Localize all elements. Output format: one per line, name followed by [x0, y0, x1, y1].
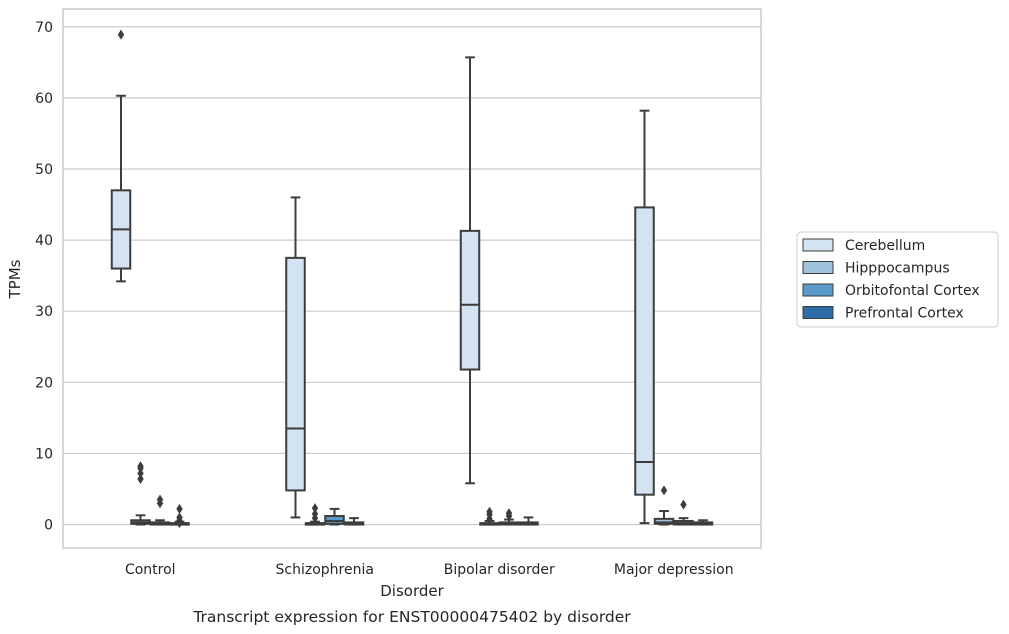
y-axis-ticks: 0 10 20 30 40 50 60 70 [35, 20, 53, 534]
y-tick-label: 20 [35, 375, 53, 391]
box [324, 515, 345, 525]
outlier-point [137, 474, 144, 485]
y-tick-label: 0 [44, 518, 53, 534]
legend-label: Prefrontal Cortex [845, 306, 964, 322]
y-tick-label: 50 [35, 162, 53, 178]
box-group [498, 508, 520, 526]
box-group [110, 29, 132, 283]
legend-swatch [802, 238, 834, 252]
outlier-point [311, 508, 319, 519]
y-tick-label: 40 [35, 233, 53, 249]
x-tick-label: Bipolar disorder [444, 562, 555, 578]
box-plot-area [110, 29, 714, 529]
legend-swatch [802, 306, 834, 319]
legend-label: Orbitofontal Cortex [845, 283, 980, 299]
outlier-point [117, 29, 125, 40]
box-group [149, 494, 171, 526]
box [459, 229, 481, 371]
box-group [673, 499, 694, 526]
legend-label: Hipppocampus [845, 261, 950, 277]
box-group [343, 517, 365, 526]
legend: Cerebellum Hipppocampus Orbitofontal Corte… [796, 231, 999, 328]
y-tick-label: 30 [35, 304, 53, 320]
outlier-point [156, 494, 164, 505]
box-group [324, 507, 345, 526]
box-group [304, 503, 326, 526]
outlier-point [176, 503, 183, 514]
box-group [518, 516, 539, 526]
box-group [634, 109, 655, 525]
box-group [130, 461, 151, 526]
box [634, 206, 655, 496]
legend-swatch [802, 261, 834, 274]
outlier-point [137, 461, 144, 472]
outlier-point [660, 485, 668, 496]
legend-swatch [802, 283, 834, 297]
outlier-point [176, 512, 183, 523]
x-axis-label: Disorder [380, 582, 444, 600]
outlier-point [486, 506, 493, 517]
x-tick-label: Schizophrenia [276, 562, 374, 578]
y-tick-label: 10 [35, 446, 53, 462]
box [285, 256, 306, 492]
x-axis-ticks: Control Schizophrenia Bipolar disorder Majo… [125, 562, 734, 578]
grid-lines [63, 26, 761, 526]
chart-caption: Transcript expression for ENST0000047540… [192, 608, 631, 626]
legend-frame [796, 231, 999, 328]
box-group [169, 503, 190, 529]
y-tick-label: 60 [35, 91, 53, 107]
y-axis-label: TPMs [6, 259, 24, 299]
x-tick-label: Major depression [614, 562, 734, 578]
x-tick-label: Control [125, 562, 176, 578]
box-group [459, 56, 481, 485]
box-group [479, 506, 500, 526]
plot-frame [62, 8, 762, 549]
y-tick-label: 70 [35, 20, 53, 36]
outlier-point [680, 499, 687, 510]
box-group [653, 485, 675, 526]
legend-label: Cerebellum [845, 238, 925, 254]
box-group [692, 519, 714, 526]
outlier-point [505, 508, 513, 519]
outlier-point [311, 503, 319, 514]
box-group [285, 196, 306, 519]
